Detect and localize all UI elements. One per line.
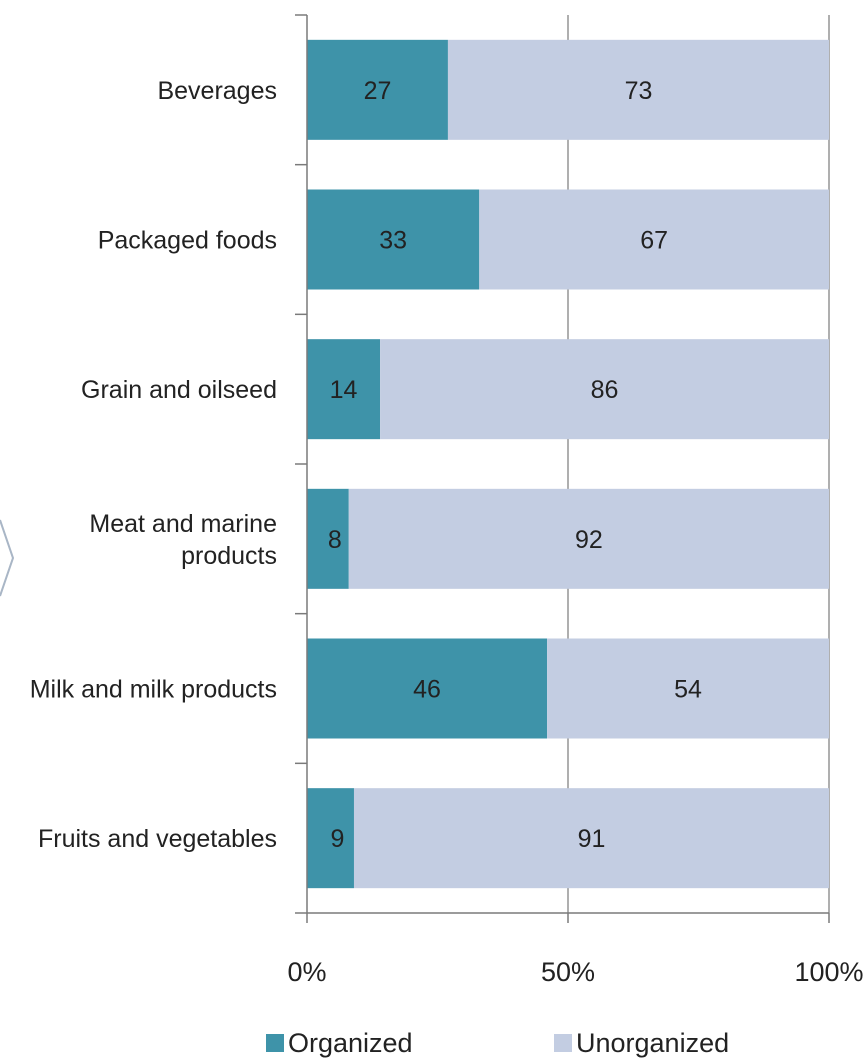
data-label: 91 (578, 825, 606, 853)
legend-swatch (554, 1034, 572, 1052)
data-label: 54 (674, 676, 702, 704)
data-label: 92 (575, 526, 603, 554)
data-label: 73 (625, 77, 653, 105)
category-label: Fruits and vegetables (38, 825, 277, 853)
axes (295, 14, 830, 923)
bar-segment-unorganized (380, 339, 829, 440)
bar-segment-organized (307, 638, 548, 739)
data-label: 27 (364, 77, 392, 105)
category-label: Grain and oilseed (81, 376, 277, 404)
x-tick-label: 0% (287, 957, 326, 987)
category-label: Beverages (157, 77, 277, 105)
x-tick-label: 100% (794, 957, 863, 987)
bar-segment-organized (307, 189, 480, 290)
data-label: 9 (331, 825, 345, 853)
legend-swatch (266, 1034, 284, 1052)
data-label: 14 (330, 376, 358, 404)
category-label: Packaged foods (98, 227, 277, 255)
chevron-right-icon (0, 519, 15, 597)
bar-segment-organized (307, 39, 448, 140)
legend: Organized Unorganized (266, 1028, 729, 1058)
bar-segment-unorganized (353, 788, 829, 889)
data-label: 8 (328, 526, 342, 554)
data-label: 46 (413, 676, 441, 704)
data-label: 33 (379, 227, 407, 255)
bar-segment-unorganized (348, 488, 829, 589)
category-label: Milk and milk products (30, 676, 277, 704)
legend-label: Unorganized (576, 1028, 729, 1058)
bar-segment-unorganized (479, 189, 829, 290)
category-label: Meat and marine products (89, 510, 277, 570)
labels: 27 73 Beverages 33 67 Packaged foods 14 86 Grain… (30, 77, 864, 987)
data-label: 86 (591, 376, 619, 404)
bar-segment-organized (307, 339, 381, 440)
x-tick-label: 50% (541, 957, 595, 987)
bar-segment-unorganized (547, 638, 829, 739)
data-label: 67 (640, 227, 668, 255)
bars (307, 39, 829, 889)
gridlines (567, 15, 830, 913)
bar-segment-unorganized (447, 39, 829, 140)
bar-segment-organized (307, 788, 354, 889)
bar-segment-organized (307, 488, 349, 589)
legend-label: Organized (288, 1028, 413, 1058)
